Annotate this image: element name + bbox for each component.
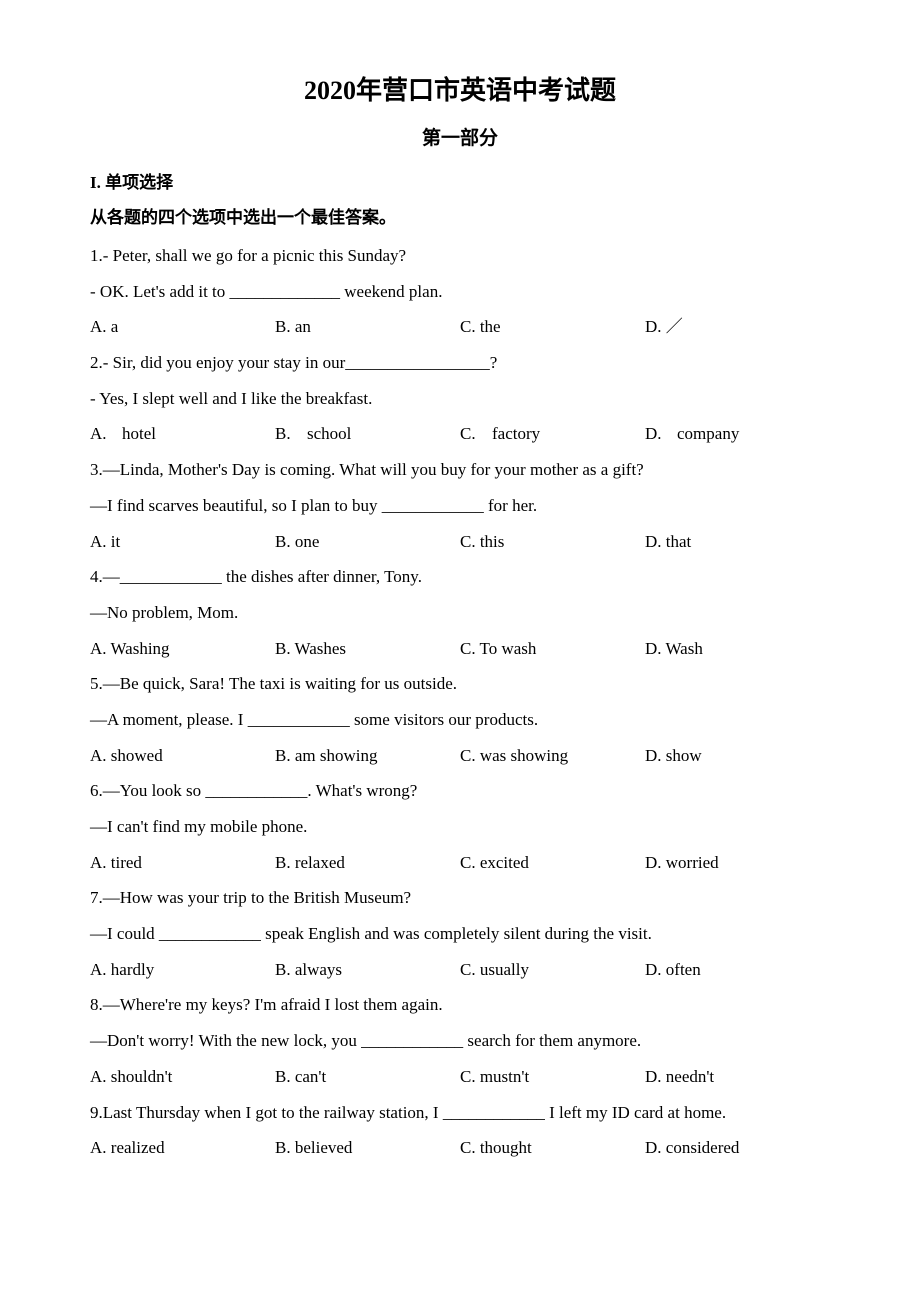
- question-options: A. itB. oneC. thisD. that: [90, 524, 830, 560]
- option-text: company: [677, 424, 739, 443]
- question-line: 2.- Sir, did you enjoy your stay in our_…: [90, 345, 830, 381]
- question-line: 1.- Peter, shall we go for a picnic this…: [90, 238, 830, 274]
- option-c: C. usually: [460, 952, 645, 988]
- option-a: A.hotel: [90, 416, 275, 452]
- section-label: I. 单项选择: [90, 168, 830, 193]
- option-a: A. hardly: [90, 952, 275, 988]
- question-line: —I could ____________ speak English and …: [90, 916, 830, 952]
- question-line: - OK. Let's add it to _____________ week…: [90, 274, 830, 310]
- question-line: —A moment, please. I ____________ some v…: [90, 702, 830, 738]
- option-d: D. Wash: [645, 631, 830, 667]
- option-d: D. considered: [645, 1130, 830, 1166]
- question-options: A. tiredB. relaxedC. excitedD. worried: [90, 845, 830, 881]
- option-c: C. the: [460, 309, 645, 345]
- question-options: A. shouldn'tB. can'tC. mustn'tD. needn't: [90, 1059, 830, 1095]
- instruction-text: 从各题的四个选项中选出一个最佳答案。: [90, 203, 830, 228]
- question-options: A. hardlyB. alwaysC. usuallyD. often: [90, 952, 830, 988]
- option-letter: A.: [90, 416, 122, 452]
- question-options: A. realizedB. believedC. thoughtD. consi…: [90, 1130, 830, 1166]
- exam-page: 2020年营口市英语中考试题 第一部分 I. 单项选择 从各题的四个选项中选出一…: [0, 0, 920, 1302]
- option-a: A. it: [90, 524, 275, 560]
- option-d: D. that: [645, 524, 830, 560]
- question-line: —I find scarves beautiful, so I plan to …: [90, 488, 830, 524]
- question-options: A. aB. anC. theD. ／: [90, 309, 830, 345]
- page-subtitle: 第一部分: [90, 123, 830, 150]
- option-d: D. show: [645, 738, 830, 774]
- option-c: C. To wash: [460, 631, 645, 667]
- option-b: B. believed: [275, 1130, 460, 1166]
- option-b: B. am showing: [275, 738, 460, 774]
- option-a: A. tired: [90, 845, 275, 881]
- option-b: B. an: [275, 309, 460, 345]
- question-line: 6.—You look so ____________. What's wron…: [90, 773, 830, 809]
- option-a: A. shouldn't: [90, 1059, 275, 1095]
- question-line: 7.—How was your trip to the British Muse…: [90, 880, 830, 916]
- option-a: A. a: [90, 309, 275, 345]
- question-line: 3.—Linda, Mother's Day is coming. What w…: [90, 452, 830, 488]
- option-letter: B.: [275, 416, 307, 452]
- question-line: —I can't find my mobile phone.: [90, 809, 830, 845]
- option-a: A. realized: [90, 1130, 275, 1166]
- option-d: D. needn't: [645, 1059, 830, 1095]
- question-line: - Yes, I slept well and I like the break…: [90, 381, 830, 417]
- option-text: factory: [492, 424, 540, 443]
- option-text: school: [307, 424, 351, 443]
- option-c: C. this: [460, 524, 645, 560]
- question-line: 5.—Be quick, Sara! The taxi is waiting f…: [90, 666, 830, 702]
- option-b: B. Washes: [275, 631, 460, 667]
- question-line: 4.—____________ the dishes after dinner,…: [90, 559, 830, 595]
- option-c: C. excited: [460, 845, 645, 881]
- option-d: D. worried: [645, 845, 830, 881]
- page-title: 2020年营口市英语中考试题: [90, 70, 830, 107]
- option-d: D. often: [645, 952, 830, 988]
- option-b: B. can't: [275, 1059, 460, 1095]
- option-c: C. mustn't: [460, 1059, 645, 1095]
- question-line: 9.Last Thursday when I got to the railwa…: [90, 1095, 830, 1131]
- option-b: B.school: [275, 416, 460, 452]
- question-line: —No problem, Mom.: [90, 595, 830, 631]
- option-b: B. always: [275, 952, 460, 988]
- question-options: A. showedB. am showingC. was showingD. s…: [90, 738, 830, 774]
- option-b: B. relaxed: [275, 845, 460, 881]
- option-c: C.factory: [460, 416, 645, 452]
- option-a: A. showed: [90, 738, 275, 774]
- option-letter: C.: [460, 416, 492, 452]
- questions-container: 1.- Peter, shall we go for a picnic this…: [90, 238, 830, 1166]
- option-letter: D.: [645, 416, 677, 452]
- option-b: B. one: [275, 524, 460, 560]
- question-line: 8.—Where're my keys? I'm afraid I lost t…: [90, 987, 830, 1023]
- option-text: hotel: [122, 424, 156, 443]
- option-a: A. Washing: [90, 631, 275, 667]
- option-c: C. was showing: [460, 738, 645, 774]
- option-c: C. thought: [460, 1130, 645, 1166]
- question-options: A.hotelB.schoolC.factoryD.company: [90, 416, 830, 452]
- option-d: D. ／: [645, 309, 830, 345]
- question-line: —Don't worry! With the new lock, you ___…: [90, 1023, 830, 1059]
- question-options: A. WashingB. WashesC. To washD. Wash: [90, 631, 830, 667]
- option-d: D.company: [645, 416, 830, 452]
